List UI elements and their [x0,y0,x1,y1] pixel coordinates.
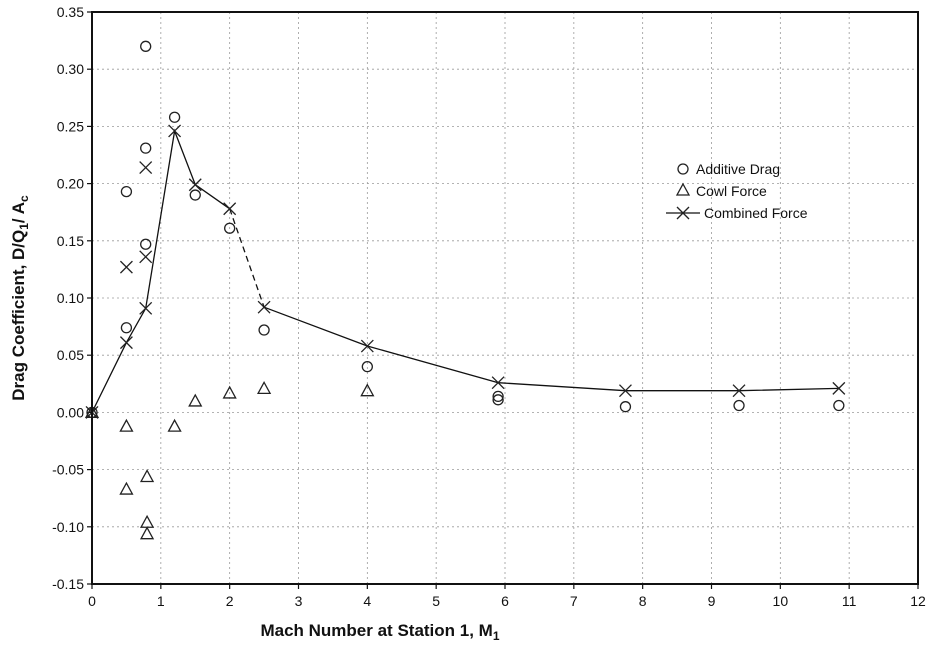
legend-circle-marker [677,163,689,175]
legend-item-additive-drag: Additive Drag [677,161,780,177]
legend-triangle-marker [675,182,691,196]
additive-drag-point [140,238,152,250]
x-tick-label: 9 [708,593,716,609]
additive-drag-point [492,394,504,406]
y-tick-label: 0.00 [57,404,84,420]
combined-force-point [168,124,182,138]
x-tick-label: 11 [842,593,857,609]
combined-force-point [139,301,153,315]
combined-force-line [91,128,231,413]
x-axis-label: Mach Number at Station 1, M1 [260,621,499,643]
x-tick-label: 10 [773,593,789,609]
additive-drag-point [189,189,201,201]
grid-lines [92,12,918,584]
y-tick-label: -0.10 [52,519,84,535]
y-axis-label-sub1: 1 [17,223,31,230]
combined-force-point [257,300,271,314]
cowl-force-point [167,418,182,432]
combined-force-point [223,202,237,216]
x-tick-label: 0 [88,593,96,609]
legend-x-marker [676,206,690,220]
combined-force-point [119,336,133,350]
cowl-force-point [360,383,375,397]
combined-force-point [832,381,846,395]
combined-force-point [139,250,153,264]
x-tick-label: 5 [432,593,440,609]
cowl-force-point [139,514,155,528]
legend-item-combined-force: Combined Force [666,205,808,221]
legend-label-combined-force: Combined Force [704,205,808,221]
combined-force-point [491,376,505,390]
x-tick-label: 3 [295,593,303,609]
legend-item-cowl-force: Cowl Force [675,182,767,199]
cowl-force-point [119,418,134,432]
cowl-force-point [119,481,134,495]
combined-force-point [188,178,202,192]
y-tick-label: 0.20 [57,176,84,192]
y-tick-label: 0.10 [57,290,84,306]
y-tick-label: 0.30 [57,61,84,77]
additive-drag-point [619,401,632,413]
legend-label-cowl-force: Cowl Force [696,183,767,199]
y-tick-label: 0.15 [57,233,84,249]
additive-drag-point [733,399,745,412]
combined-force-point [119,260,133,274]
additive-drag-point [224,222,236,234]
additive-drag-point [361,360,373,373]
y-tick-label: -0.05 [52,462,84,478]
x-tick-label: 2 [226,593,234,609]
y-axis-label-sub2: c [17,195,31,202]
x-tick-label: 6 [501,593,509,609]
cowl-force-point [188,393,203,407]
y-tick-label: 0.05 [57,347,84,363]
combined-force-dashed-line [229,208,265,308]
additive-drag-point [120,185,133,198]
additive-drag-point [120,322,133,334]
x-tick-label: 12 [910,593,926,609]
series-lines [91,128,839,413]
legend: Additive Drag Cowl Force Combined Force [666,161,808,221]
additive-drag-point [258,324,270,336]
y-tick-label: -0.15 [52,576,84,592]
cowl-force-point [139,526,155,540]
plot-frame [91,11,919,585]
additive-drag-point [833,399,845,412]
y-tick-label: 0.35 [57,4,84,20]
x-tick-label: 1 [157,593,165,609]
combined-force-point [139,161,153,175]
legend-label-additive-drag: Additive Drag [696,161,780,177]
combined-force-line-2 [263,306,839,392]
additive-drag-point [140,142,152,154]
y-axis-label: Drag Coefficient, D/Q1/ Ac [9,195,31,401]
data-markers [84,40,846,540]
axis-ticks: 0 1 2 3 4 5 6 7 8 9 10 11 120.350.300.250.200.150.10… [52,4,926,609]
additive-drag-point [492,390,504,403]
cowl-force-point [222,385,237,399]
x-tick-label: 7 [570,593,578,609]
combined-force-point [732,384,746,398]
additive-drag-point [140,40,152,52]
additive-drag-point [168,111,181,123]
x-axis-label-sub: 1 [493,629,500,643]
combined-force-point [360,339,374,353]
x-tick-label: 8 [639,593,647,609]
combined-force-point [618,384,632,398]
y-tick-label: 0.25 [57,118,84,134]
cowl-force-point [139,469,155,483]
cowl-force-point [256,381,272,395]
x-tick-label: 4 [363,593,371,609]
